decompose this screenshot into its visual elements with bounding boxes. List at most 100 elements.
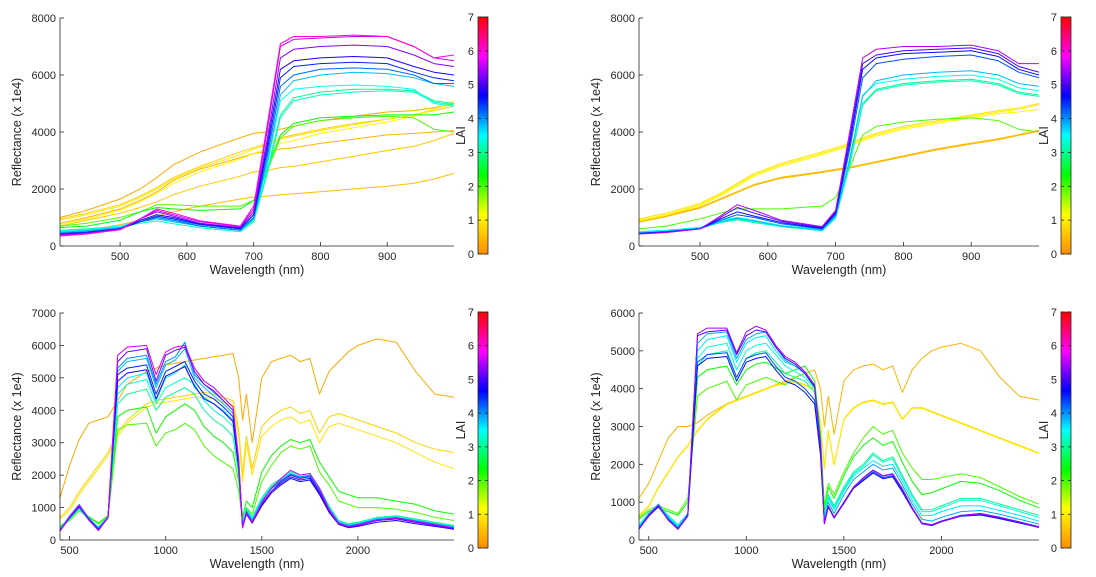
series-line-4 xyxy=(639,103,1039,220)
x-tick-label: 900 xyxy=(962,251,980,263)
series-line-15 xyxy=(639,44,1039,235)
series-line-1 xyxy=(639,342,1039,499)
colorbar-tick-label: 7 xyxy=(468,12,474,24)
colorbar-tick-label: 6 xyxy=(1051,46,1057,58)
colorbar-tick-label: 5 xyxy=(468,80,474,92)
colorbar-label: LAI xyxy=(454,126,468,145)
x-axis-label: Wavelength (nm) xyxy=(792,263,887,277)
colorbar-tick-label: 6 xyxy=(468,341,474,353)
y-tick-label: 6000 xyxy=(611,308,635,320)
series-line-7 xyxy=(60,100,454,226)
series-line-3 xyxy=(60,396,454,520)
series-line-16 xyxy=(60,56,454,236)
series-line-2 xyxy=(60,130,454,224)
y-tick-label: 4000 xyxy=(32,405,56,417)
series-line-19 xyxy=(60,34,454,237)
x-tick-label: 600 xyxy=(759,251,777,263)
colorbar-tick-label: 0 xyxy=(1051,249,1057,261)
colorbar-tick-label: 7 xyxy=(1051,12,1057,24)
colorbar-tick-label: 4 xyxy=(1051,408,1057,420)
x-tick-label: 2000 xyxy=(346,545,370,557)
series-line-4 xyxy=(60,422,454,528)
x-tick-label: 800 xyxy=(894,251,912,263)
colorbar-tick-label: 1 xyxy=(468,215,474,227)
chart-panel-1: 500 600 700 800 900 0 2000 4000 6000 8000 Waveleng… xyxy=(10,12,489,277)
y-tick-label: 6000 xyxy=(32,70,56,82)
y-tick-label: 4000 xyxy=(32,127,56,139)
x-tick-label: 800 xyxy=(311,251,329,263)
x-tick-label: 2000 xyxy=(929,545,953,557)
series-line-3 xyxy=(639,381,1039,517)
y-axis-label: Reflectance (x 1e4) xyxy=(589,78,603,186)
series-line-2 xyxy=(639,130,1039,223)
colorbar-tick-label: 2 xyxy=(468,476,474,488)
x-tick-label: 1000 xyxy=(153,545,177,557)
y-tick-label: 4000 xyxy=(611,384,635,396)
series-line-1 xyxy=(60,338,454,498)
y-tick-label: 5000 xyxy=(32,373,56,385)
colorbar-tick-label: 2 xyxy=(1051,476,1057,488)
y-tick-label: 8000 xyxy=(611,13,635,25)
colorbar-tick-label: 2 xyxy=(1051,181,1057,193)
series-line-3 xyxy=(639,129,1039,222)
series-line-14 xyxy=(639,47,1039,235)
series-line-15 xyxy=(60,61,454,235)
colorbar-tick-label: 1 xyxy=(1051,215,1057,227)
x-tick-label: 700 xyxy=(244,251,262,263)
x-tick-label: 600 xyxy=(178,251,196,263)
colorbar-label: LAI xyxy=(1037,421,1051,440)
series-line-14 xyxy=(60,344,454,532)
colorbar: 0 1 2 3 4 5 6 7 LAI xyxy=(454,307,489,555)
x-tick-label: 1500 xyxy=(250,545,274,557)
series-group xyxy=(639,44,1039,235)
colorbar-tick-label: 7 xyxy=(468,307,474,319)
series-line-6 xyxy=(639,108,1039,222)
series-line-13 xyxy=(60,346,454,532)
colorbar-tick-label: 6 xyxy=(468,46,474,58)
y-tick-label: 6000 xyxy=(611,70,635,82)
x-tick-label: 1500 xyxy=(832,545,856,557)
series-line-11 xyxy=(639,70,1039,234)
colorbar-gradient xyxy=(477,16,489,255)
y-axis-label: Reflectance (x 1e4) xyxy=(10,78,24,186)
series-group xyxy=(639,325,1039,530)
y-tick-label: 2000 xyxy=(32,470,56,482)
x-tick-label: 1000 xyxy=(734,545,758,557)
colorbar-tick-label: 3 xyxy=(468,442,474,454)
series-line-2 xyxy=(639,380,1039,516)
series-line-9 xyxy=(639,80,1039,233)
y-tick-label: 3000 xyxy=(611,422,635,434)
y-tick-label: 0 xyxy=(50,241,56,253)
y-tick-label: 5000 xyxy=(611,346,635,358)
x-tick-label: 900 xyxy=(378,251,396,263)
x-tick-label: 500 xyxy=(691,251,709,263)
series-line-9 xyxy=(60,348,454,530)
colorbar-gradient xyxy=(1060,311,1072,549)
colorbar-tick-label: 7 xyxy=(1051,307,1057,319)
colorbar-tick-label: 2 xyxy=(468,181,474,193)
series-line-1 xyxy=(60,103,454,218)
y-tick-label: 4000 xyxy=(611,127,635,139)
series-line-11 xyxy=(60,90,454,233)
y-tick-label: 6000 xyxy=(32,340,56,352)
y-tick-label: 0 xyxy=(50,535,56,547)
y-tick-label: 0 xyxy=(629,241,635,253)
colorbar-tick-label: 5 xyxy=(1051,80,1057,92)
x-tick-label: 500 xyxy=(111,251,129,263)
colorbar-tick-label: 4 xyxy=(468,408,474,420)
y-tick-label: 7000 xyxy=(32,308,56,320)
colorbar-tick-label: 4 xyxy=(468,114,474,126)
x-tick-label: 500 xyxy=(640,545,658,557)
series-line-5 xyxy=(639,104,1039,221)
series-group xyxy=(60,338,454,532)
colorbar-tick-label: 1 xyxy=(468,509,474,521)
series-line-8 xyxy=(639,78,1039,233)
x-axis-label: Wavelength (nm) xyxy=(210,557,305,571)
series-line-12 xyxy=(639,54,1039,234)
colorbar-tick-label: 0 xyxy=(468,543,474,555)
colorbar-tick-label: 5 xyxy=(468,374,474,386)
y-tick-label: 1000 xyxy=(611,497,635,509)
y-axis-label: Reflectance (x 1e4) xyxy=(10,372,24,480)
colorbar-tick-label: 1 xyxy=(1051,509,1057,521)
